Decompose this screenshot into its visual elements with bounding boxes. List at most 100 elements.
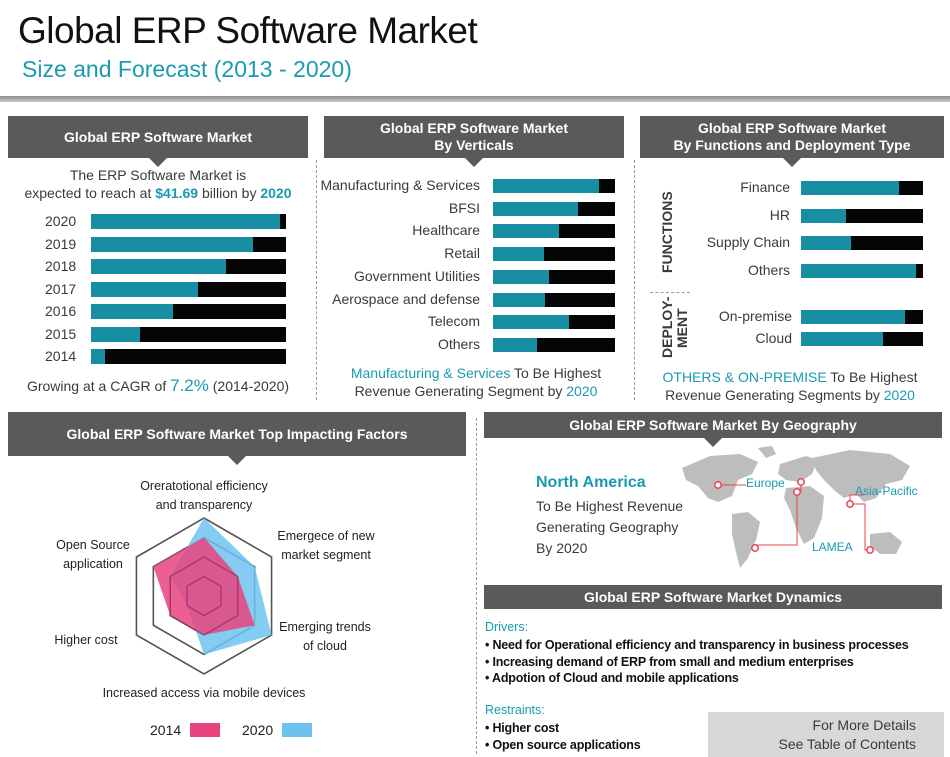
bar-value bbox=[493, 337, 537, 352]
radar-axis-label-line: Emergece of new bbox=[277, 529, 375, 543]
radar-grid-ring bbox=[186, 575, 222, 617]
bar-track bbox=[801, 208, 923, 223]
world-map bbox=[682, 446, 910, 568]
market-header-text: Global ERP Software Market bbox=[63, 128, 252, 145]
radar-axis-label-line: Open Source bbox=[56, 538, 130, 552]
bar-track bbox=[801, 236, 923, 250]
cagr-prefix: Growing at a CAGR of bbox=[26, 378, 171, 394]
map-marker bbox=[751, 544, 759, 552]
bar-category-label: BFSI bbox=[448, 199, 480, 216]
map-marker bbox=[846, 500, 854, 508]
factors-header-text: Global ERP Software Market Top Impacting… bbox=[66, 425, 408, 442]
functions-caption-line-2: Revenue Generating Segments by 2020 bbox=[640, 386, 940, 404]
header-divider bbox=[0, 96, 950, 102]
factors-header: Global ERP Software Market Top Impacting… bbox=[8, 412, 466, 465]
bar-value bbox=[493, 292, 546, 307]
restraints-label: Restraints: bbox=[485, 703, 545, 717]
map-marker bbox=[866, 546, 874, 554]
radar-axis-label: Emerging trends of cloud bbox=[279, 620, 371, 653]
bar-track bbox=[801, 332, 923, 346]
bar-category-label: 2018 bbox=[45, 258, 77, 274]
cagr-value: 7.2% bbox=[170, 376, 209, 395]
bar-value bbox=[91, 236, 253, 252]
drivers-label: Drivers: bbox=[485, 620, 529, 634]
market-intro: The ERP Software Market is expected to r… bbox=[8, 166, 308, 202]
radar-axis-label-line: Increased access via mobile devices bbox=[103, 686, 306, 700]
bar-value bbox=[493, 269, 550, 284]
radar-grid-ring bbox=[169, 556, 239, 636]
region-label-lamea: LAMEA bbox=[812, 540, 853, 554]
bar-track bbox=[801, 263, 923, 278]
deployment-label-1: DEPLOY- bbox=[659, 296, 675, 358]
bar-value bbox=[493, 224, 559, 239]
verticals-caption-highlight: Manufacturing & Services bbox=[350, 365, 511, 381]
region-label-asia-pacific: Asia-Pacific bbox=[855, 484, 918, 498]
radar-grid-ring bbox=[135, 517, 273, 675]
functions-header-line-2: By Functions and Deployment Type bbox=[673, 137, 911, 153]
bar-track bbox=[493, 315, 615, 330]
functions-header-line-1: Global ERP Software Market bbox=[697, 120, 886, 136]
bar-value bbox=[801, 208, 847, 223]
bar-track bbox=[801, 181, 923, 195]
bar-track bbox=[91, 326, 286, 342]
bar-value bbox=[493, 201, 579, 216]
driver-text: Increasing demand of ERP from small and … bbox=[492, 654, 854, 669]
deployment-group-label: DEPLOY- MENT bbox=[659, 296, 692, 358]
functions-caption-highlight: OTHERS & ON-PREMISE bbox=[662, 369, 827, 385]
separator bbox=[476, 418, 477, 754]
bar-value bbox=[493, 315, 569, 330]
driver-item: • Increasing demand of ERP from small an… bbox=[485, 654, 854, 669]
driver-text: Need for Operational efficiency and tran… bbox=[492, 638, 909, 652]
bar-value bbox=[91, 259, 226, 274]
radar-axis-label-line: market segment bbox=[281, 548, 371, 562]
bar-category-label: 2014 bbox=[45, 348, 77, 364]
radar-axis-label-line: Oreratotional efficiency bbox=[140, 479, 268, 493]
bar-category-label: Healthcare bbox=[412, 222, 480, 239]
geography-header-text: Global ERP Software Market By Geography bbox=[569, 416, 857, 433]
radar-axis-label: Open Source application bbox=[56, 538, 130, 571]
verticals-header-line-1: Global ERP Software Market bbox=[379, 120, 568, 136]
bar-value bbox=[91, 214, 281, 229]
separator bbox=[650, 292, 690, 293]
more-details-line-1: For More Details bbox=[812, 717, 916, 733]
bar-track bbox=[493, 269, 615, 284]
verticals-caption: Manufacturing & Services To Be Highest R… bbox=[324, 364, 628, 400]
bar-category-label: Others bbox=[747, 261, 790, 278]
market-header: Global ERP Software Market bbox=[8, 116, 308, 167]
bar-track bbox=[91, 214, 286, 229]
radar-axis-label: Emergece of new market segment bbox=[277, 529, 375, 562]
verticals-caption-a: To Be Highest bbox=[510, 365, 602, 381]
bar-category-label: Retail bbox=[444, 245, 480, 262]
bar-value bbox=[801, 332, 883, 346]
radar-series-2014 bbox=[153, 537, 255, 635]
bar-category-label: On-premise bbox=[718, 308, 792, 324]
bar-category-label: 2015 bbox=[45, 325, 77, 342]
radar-axis-label-line: Emerging trends bbox=[279, 620, 371, 634]
bar-track bbox=[91, 281, 286, 297]
legend-label: 2020 bbox=[242, 722, 273, 738]
bar-value bbox=[91, 326, 140, 342]
deployment-label-2: MENT bbox=[674, 308, 690, 348]
market-intro-mid: billion by bbox=[198, 185, 261, 201]
bar-track bbox=[91, 236, 286, 252]
bar-track bbox=[493, 337, 615, 352]
bar-category-label: HR bbox=[769, 206, 790, 223]
cagr-suffix: (2014-2020) bbox=[208, 378, 290, 394]
geography-text-line-2: Generating Geography bbox=[536, 519, 679, 535]
bar-value bbox=[91, 281, 199, 297]
bar-track bbox=[91, 259, 286, 274]
restraint-text: Open source applications bbox=[492, 737, 641, 752]
bar-category-label: Aerospace and defense bbox=[332, 290, 480, 307]
bar-value bbox=[91, 304, 173, 319]
bar-category-label: Government Utilities bbox=[353, 267, 480, 284]
legend-label: 2014 bbox=[150, 722, 181, 738]
bar-value bbox=[801, 263, 916, 278]
functions-caption: OTHERS & ON-PREMISE To Be Highest Revenu… bbox=[640, 368, 940, 404]
legend-swatch bbox=[282, 723, 312, 737]
functions-header: Global ERP Software Market By Functions … bbox=[640, 116, 944, 167]
bar-track bbox=[493, 292, 615, 307]
market-cagr: Growing at a CAGR of 7.2% (2014-2020) bbox=[8, 377, 308, 395]
more-details-box[interactable] bbox=[708, 712, 944, 757]
more-details-text[interactable]: For More Details See Table of Contents bbox=[778, 716, 916, 754]
driver-item: • Adpotion of Cloud and mobile applicati… bbox=[485, 671, 739, 685]
